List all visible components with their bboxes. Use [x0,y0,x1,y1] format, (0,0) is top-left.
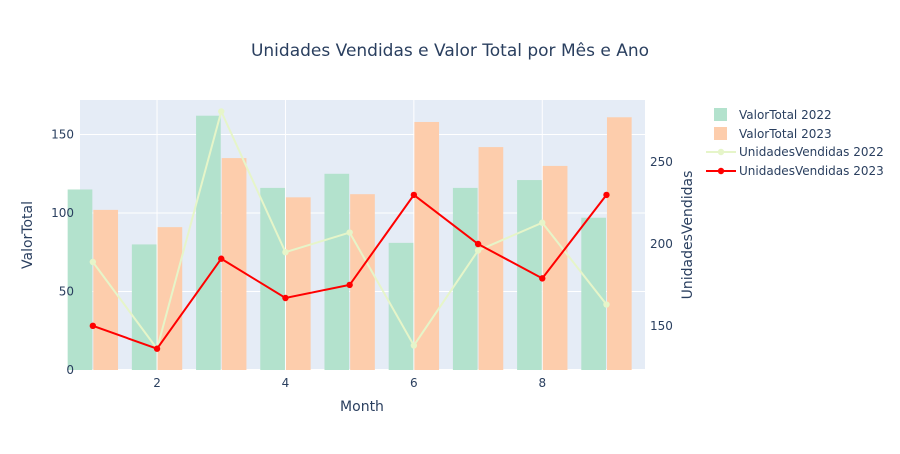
legend-label: ValorTotal 2023 [739,127,832,141]
y2-tick-label: 200 [650,237,673,251]
bar [196,115,221,370]
y-axis-label: ValorTotal [20,201,36,269]
bar [606,117,632,370]
bar-layer [67,115,632,370]
line-point [410,342,418,349]
legend-marker [717,148,725,156]
bar [285,197,311,370]
line-point [410,191,418,199]
line-point [282,248,289,256]
bar [414,121,440,370]
line-point [282,294,289,302]
line-point [539,275,546,282]
x-tick-label: 6 [410,376,418,390]
x-tick-label: 8 [538,376,546,390]
y2-axis-label: UnidadesVendidas [680,171,696,300]
axis-labels: 0 50 100 150 2 4 6 8 150 200 250 [51,128,673,390]
line-point [153,345,161,352]
line-point [474,247,482,254]
y-tick-label: 50 [59,285,74,299]
y-tick-label: 0 [66,363,74,377]
chart-title: Unidades Vendidas e Valor Total por Mês … [251,41,649,61]
legend-label: UnidadesVendidas 2022 [739,145,884,159]
line-layer [89,108,610,352]
legend-swatch [714,108,727,121]
bar [478,147,504,370]
legend-marker [717,167,725,175]
y2-tick-label: 150 [650,319,673,333]
legend-label: ValorTotal 2022 [739,108,832,122]
line-point [346,281,353,289]
line-point [89,258,97,266]
line-point [603,301,610,308]
bar [131,244,157,370]
bar [452,187,478,370]
y-tick-label: 150 [51,128,74,142]
line-point [218,108,225,115]
line-point [218,255,225,262]
line-point [603,191,610,199]
legend-swatch [714,127,727,140]
line-point [89,322,97,330]
y2-tick-label: 250 [650,155,673,169]
bar [260,187,285,370]
line-point [539,219,546,226]
legend-label: UnidadesVendidas 2023 [739,164,884,178]
line-point [346,229,353,236]
bar [67,189,93,370]
line-point [474,240,482,248]
y-tick-label: 100 [51,206,74,220]
bar [221,158,247,370]
x-axis-label: Month [340,399,384,415]
bar [350,194,375,370]
x-tick-label: 4 [282,376,290,390]
bar [581,217,606,370]
legend: ValorTotal 2022 ValorTotal 2023 UnidadesVe… [706,108,884,178]
bar [542,165,568,370]
x-tick-label: 2 [153,376,161,390]
bar [324,173,350,370]
